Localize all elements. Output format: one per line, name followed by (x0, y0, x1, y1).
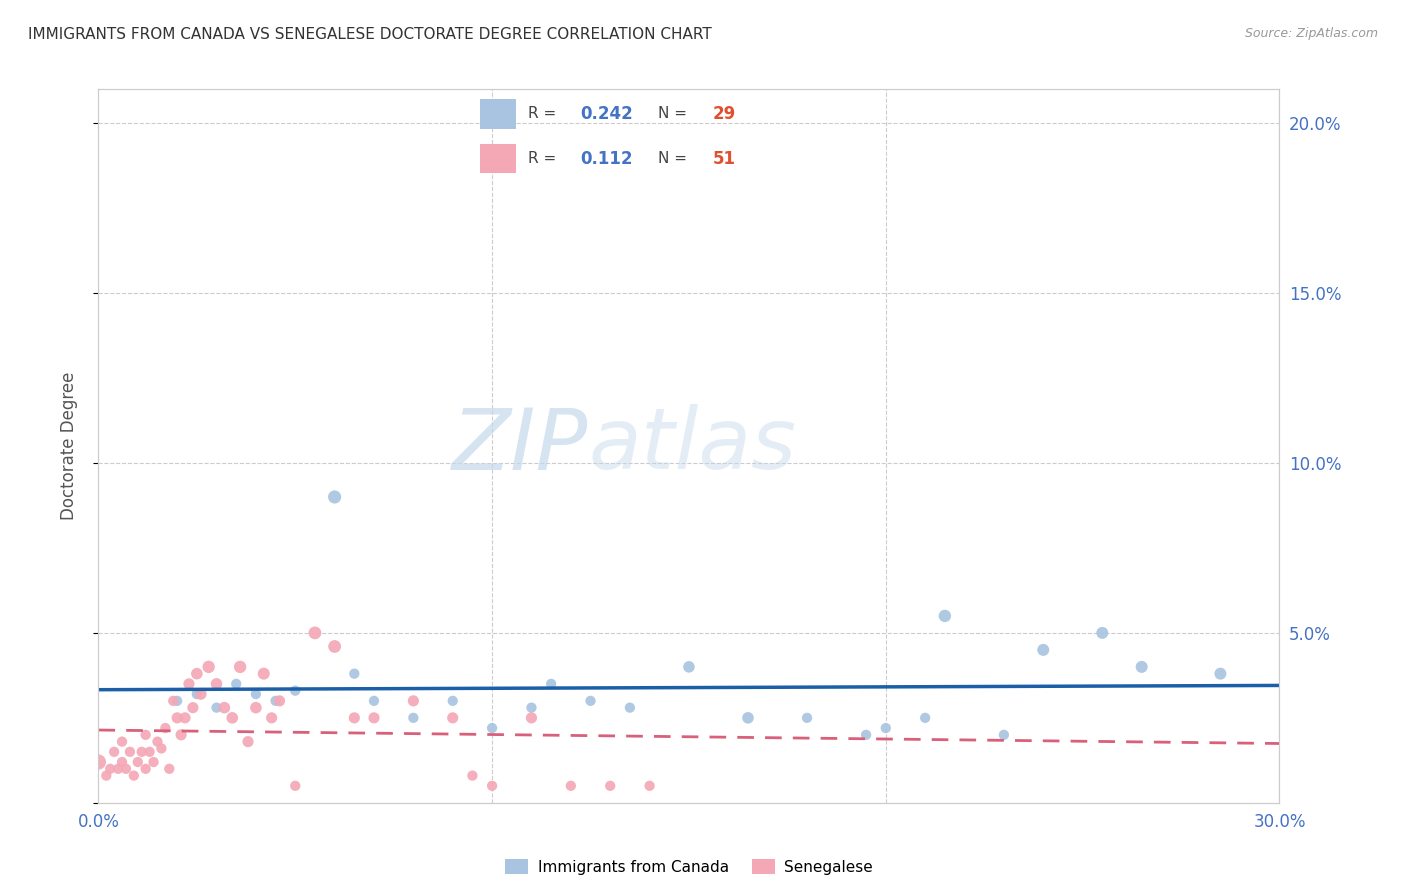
Text: IMMIGRANTS FROM CANADA VS SENEGALESE DOCTORATE DEGREE CORRELATION CHART: IMMIGRANTS FROM CANADA VS SENEGALESE DOC… (28, 27, 711, 42)
Point (205, 700, 228, 714)
Point (138, 745, 160, 759)
Point (678, 660, 700, 674)
Point (269, 694, 291, 708)
Point (135, 762, 157, 776)
Point (304, 626, 326, 640)
Point (323, 640, 346, 654)
Point (520, 711, 543, 725)
Bar (479, 98, 516, 128)
Point (197, 660, 219, 674)
Point (181, 700, 204, 714)
Point (914, 711, 936, 725)
Point (162, 694, 184, 708)
Point (118, 745, 141, 759)
Point (441, 711, 464, 725)
Point (253, 666, 276, 681)
Text: 0.112: 0.112 (579, 150, 633, 168)
Text: ZIP: ZIP (453, 404, 589, 488)
Point (142, 755, 165, 769)
Point (934, 608, 956, 623)
Point (993, 728, 1015, 742)
Point (107, 762, 129, 776)
Point (402, 711, 425, 725)
Point (177, 677, 200, 691)
Point (166, 694, 188, 708)
Point (1130, 660, 1153, 674)
Point (186, 666, 208, 681)
Point (122, 769, 145, 783)
Point (560, 779, 582, 793)
Point (599, 779, 621, 793)
Point (131, 745, 153, 759)
Point (115, 762, 138, 776)
Point (1209, 666, 1232, 681)
Bar (479, 144, 516, 173)
Text: 0.242: 0.242 (579, 104, 633, 122)
Text: 29: 29 (713, 104, 737, 122)
Point (343, 711, 366, 725)
Point (245, 687, 267, 701)
Point (323, 490, 346, 504)
Point (1091, 626, 1114, 640)
Point (221, 711, 243, 725)
Point (236, 734, 259, 748)
Text: atlas: atlas (589, 404, 797, 488)
Point (103, 745, 125, 759)
Point (170, 728, 193, 742)
Point (638, 779, 661, 793)
Point (343, 666, 366, 681)
Point (225, 677, 247, 691)
Text: R =: R = (529, 151, 567, 166)
Point (441, 694, 464, 708)
Text: N =: N = (658, 106, 692, 121)
Point (260, 711, 283, 725)
Point (579, 694, 602, 708)
Point (135, 728, 157, 742)
Point (111, 734, 134, 748)
Point (402, 694, 425, 708)
Point (96, 769, 118, 783)
Point (229, 660, 252, 674)
Point (155, 721, 177, 735)
Point (481, 721, 503, 735)
Legend: Immigrants from Canada, Senegalese: Immigrants from Canada, Senegalese (499, 853, 879, 880)
Point (284, 683, 307, 698)
Point (363, 711, 385, 725)
Point (875, 721, 897, 735)
Point (540, 677, 562, 691)
Point (205, 677, 228, 691)
Point (166, 711, 188, 725)
Point (127, 755, 149, 769)
Point (87, 755, 110, 769)
Point (146, 734, 169, 748)
Text: N =: N = (658, 151, 692, 166)
Point (796, 711, 818, 725)
Point (190, 687, 212, 701)
Text: Source: ZipAtlas.com: Source: ZipAtlas.com (1244, 27, 1378, 40)
Point (98, 762, 121, 776)
Point (461, 769, 484, 783)
Point (174, 711, 197, 725)
Point (737, 711, 759, 725)
Point (214, 700, 236, 714)
Point (186, 687, 208, 701)
Point (855, 728, 877, 742)
Point (111, 755, 134, 769)
Point (363, 694, 385, 708)
Point (520, 700, 543, 714)
Point (481, 779, 503, 793)
Text: R =: R = (529, 106, 561, 121)
Point (1032, 643, 1054, 657)
Point (150, 741, 173, 756)
Text: 51: 51 (713, 150, 735, 168)
Point (619, 700, 641, 714)
Y-axis label: Doctorate Degree: Doctorate Degree (59, 372, 77, 520)
Point (264, 694, 287, 708)
Point (245, 700, 267, 714)
Point (284, 779, 307, 793)
Point (157, 762, 180, 776)
